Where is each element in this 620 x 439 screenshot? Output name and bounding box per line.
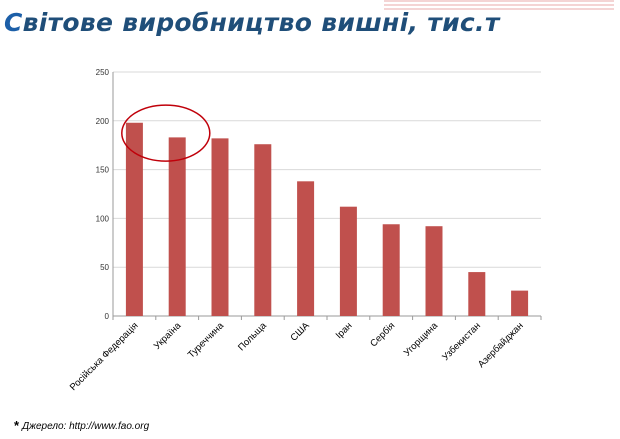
x-tick-label: США	[288, 320, 312, 344]
title-rest: вітове виробництво вишні, тис.т	[22, 8, 500, 37]
bar	[425, 226, 443, 316]
x-tick-label: Російська Федерація	[68, 320, 141, 393]
x-tick-label: Узбекистан	[440, 320, 483, 363]
source-text: Джерело: http://www.fao.org	[22, 421, 150, 432]
bar	[168, 137, 186, 316]
y-tick-label: 200	[96, 117, 110, 126]
x-tick-label: Україна	[152, 320, 184, 352]
annotations	[121, 104, 211, 162]
bar	[297, 181, 315, 316]
y-tick-label: 0	[105, 312, 110, 321]
bar	[211, 138, 229, 316]
bar	[511, 290, 529, 316]
x-tick-label: Польща	[236, 320, 269, 353]
x-tick-labels: Російська Федерація Україна Туреччина Польщ…	[68, 320, 526, 393]
y-tick-labels: 0 50 100 150 200 250	[96, 68, 110, 321]
title-first-letter: С	[4, 8, 23, 37]
bar	[125, 122, 143, 316]
footnote-marker: *	[14, 418, 20, 433]
source-note: * Джерело: http://www.fao.org	[14, 418, 149, 433]
bars	[125, 122, 529, 316]
y-tick-label: 250	[96, 68, 110, 77]
x-tick-label: Іран	[334, 320, 355, 341]
y-tick-label: 100	[96, 214, 110, 223]
x-tick-label: Сербія	[368, 320, 397, 349]
corner-decoration	[384, 0, 614, 10]
highlight-ellipse	[121, 104, 211, 162]
y-tick-label: 50	[100, 263, 109, 272]
bar	[254, 144, 272, 316]
x-tick-label: Азербайджан	[476, 320, 526, 370]
y-tick-label: 150	[96, 166, 110, 175]
bar	[339, 206, 357, 316]
x-tick-label: Угорщина	[402, 320, 441, 359]
bar	[382, 224, 400, 316]
x-tick-label: Туреччина	[186, 320, 227, 361]
page-title: Світове виробництво вишні, тис.т	[4, 8, 500, 37]
bar	[468, 272, 486, 316]
